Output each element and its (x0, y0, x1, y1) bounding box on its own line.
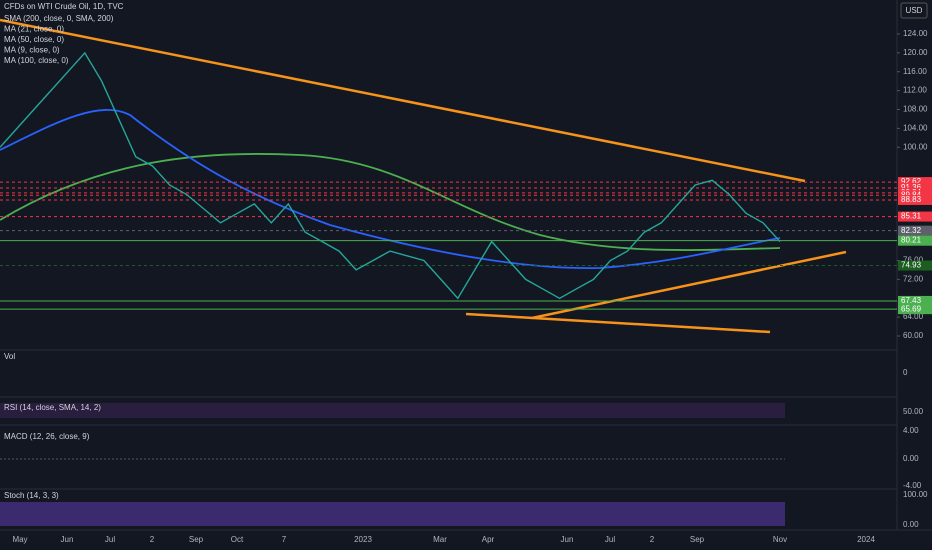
pane-tick-label: 100.00 (903, 490, 928, 499)
price-tick-label: 108.00 (903, 105, 928, 114)
price-badge (898, 225, 932, 236)
time-label: Oct (231, 535, 244, 544)
pane-tick-label: 0.00 (903, 454, 919, 463)
price-badge (898, 177, 932, 188)
indicator-legend: MA (100, close, 0) (4, 56, 69, 65)
price-tick-label: 124.00 (903, 29, 928, 38)
price-tick-label: 76.00 (903, 256, 924, 265)
time-label: Sep (690, 535, 705, 544)
price-tick-label: 120.00 (903, 48, 928, 57)
price-badge (898, 211, 932, 222)
price-badge (898, 295, 932, 306)
pane-label: Stoch (14, 3, 3) (4, 491, 59, 500)
pane-tick-label: 50.00 (903, 407, 924, 416)
time-label: Nov (773, 535, 787, 544)
indicator-legend: MA (21, close, 0) (4, 25, 64, 34)
time-label: Jul (605, 535, 615, 544)
trendline (465, 312, 771, 334)
price-badge (898, 304, 932, 315)
price-badge-label: 89.84 (901, 190, 922, 199)
price-tick-label: 60.00 (903, 331, 924, 340)
pane-tick-label: -4.00 (903, 481, 922, 490)
symbol: CFDs on WTI Crude Oil, 1D, TVC (4, 2, 124, 11)
indicator-legend: SMA (200, close, 0, SMA, 200) (4, 14, 114, 23)
pane-label: RSI (14, close, SMA, 14, 2) (4, 403, 101, 412)
rsi-band (0, 403, 785, 418)
time-label: 2 (650, 535, 655, 544)
price-badge-label: 74.93 (901, 261, 922, 270)
time-label: Jun (61, 535, 74, 544)
price-badge-label: 65.69 (901, 304, 922, 313)
price-badge-label: 67.43 (901, 296, 922, 305)
indicator-legend: MA (50, close, 0) (4, 35, 64, 44)
price-badge-label: 85.31 (901, 212, 922, 221)
pane-tick-label: 0.00 (903, 520, 919, 529)
price-badge (898, 235, 932, 246)
price-badge-label: 92.62 (901, 177, 922, 186)
ma-100 (0, 109, 781, 270)
price-tick-label: 64.00 (903, 312, 924, 321)
price-badge-label: 82.32 (901, 226, 922, 235)
indicator-legend: MA (9, close, 0) (4, 46, 60, 55)
price-badge-label: 91.36 (901, 183, 922, 192)
pane-label: Vol (4, 352, 15, 361)
time-label: 7 (282, 535, 287, 544)
price-badge (898, 194, 932, 205)
pane-tick-label: 4.00 (903, 426, 919, 435)
pane-label: MACD (12, 26, close, 9) (4, 432, 90, 441)
time-label: Sep (189, 535, 204, 544)
price-tick-label: 72.00 (903, 274, 924, 283)
trendline (531, 250, 847, 320)
price-badge (898, 260, 932, 271)
time-label: 2 (150, 535, 155, 544)
currency-box (900, 2, 928, 19)
time-label: Jun (561, 535, 574, 544)
time-label: Apr (482, 535, 495, 544)
time-label: 2024 (857, 535, 875, 544)
time-label: May (12, 535, 27, 544)
time-label: Mar (433, 535, 447, 544)
trendline (0, 18, 806, 183)
currency: USD (906, 6, 923, 15)
time-label: Jul (105, 535, 115, 544)
price-badge-label: 80.21 (901, 236, 922, 245)
price-tick-label: 116.00 (903, 67, 927, 76)
price-badge-label: 88.83 (901, 195, 922, 204)
price-line (0, 51, 781, 300)
stoch-band (0, 502, 785, 526)
price-tick-label: 112.00 (903, 86, 927, 95)
price-tick-label: 100.00 (903, 142, 928, 151)
time-label: 2023 (354, 535, 372, 544)
price-tick-label: 104.00 (903, 123, 928, 132)
pane-tick-label: 0 (903, 368, 908, 377)
